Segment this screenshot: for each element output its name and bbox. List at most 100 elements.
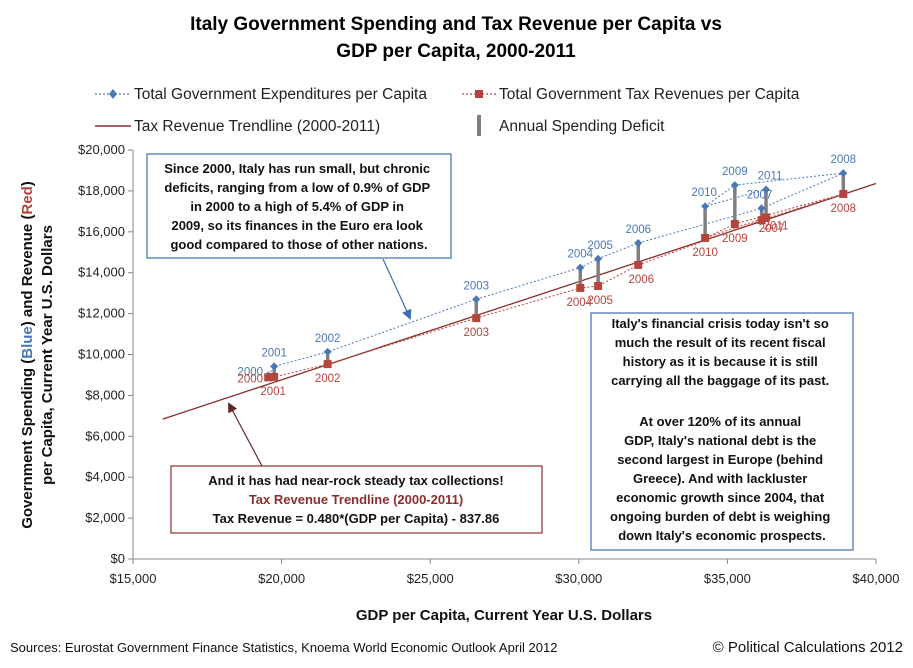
legend-label-deficit: Annual Spending Deficit (499, 118, 665, 135)
revenue-label-2005: 2005 (587, 295, 613, 307)
box2-line1: Italy's financial crisis today isn't so (612, 316, 829, 331)
y-tick-label: $16,000 (78, 224, 125, 239)
box3-line3: Tax Revenue = 0.480*(GDP per Capita) - 8… (213, 511, 500, 526)
legend-item-deficit: Annual Spending Deficit (477, 115, 665, 136)
revenue-point-2005 (594, 281, 603, 290)
revenue-label-2006: 2006 (628, 274, 654, 286)
svg-text:Government Spending (Blue) and: Government Spending (Blue) and Revenue (… (19, 181, 36, 529)
footer-copyright: © Political Calculations 2012 (713, 639, 903, 656)
footer-sources: Sources: Eurostat Government Finance Sta… (10, 640, 557, 655)
revenue-point-2007 (757, 216, 766, 225)
revenue-label-2004: 2004 (566, 297, 592, 309)
expenditure-point-2003 (472, 295, 481, 304)
plot-area: $0 $2,000 $4,000 $6,000 $8,000 $10,000 $12,000… (78, 142, 900, 586)
annotation-box-deficits: Since 2000, Italy has run small, but chr… (146, 153, 452, 320)
box1-arrow (382, 258, 412, 320)
expenditure-label-2001: 2001 (261, 347, 287, 359)
revenue-point-2003 (472, 314, 481, 323)
y-tick-label: $8,000 (85, 387, 125, 402)
tax-revenue-trendline (162, 182, 877, 420)
revenue-point-2006 (634, 260, 643, 269)
x-tick-label: $20,000 (258, 571, 305, 586)
x-tick-label: $40,000 (853, 571, 900, 586)
box2-line6: At over 120% of its annual (639, 414, 801, 429)
revenue-label-2000: 2000 (237, 373, 263, 385)
legend-item-trendline: Tax Revenue Trendline (2000-2011) (95, 118, 380, 135)
y-tick-label: $0 (111, 551, 125, 566)
y-axis-label: Government Spending (Blue) and Revenue (… (19, 181, 56, 529)
revenue-point-2004 (576, 284, 585, 293)
box3-arrow (228, 402, 263, 467)
y-tick-label: $2,000 (85, 510, 125, 525)
box2-line12: down Italy's economic prospects. (618, 528, 826, 543)
revenue-point-2010 (701, 233, 710, 242)
box2-line10: economic growth since 2004, that (616, 490, 825, 505)
box2-line8: second largest in Europe (behind (617, 452, 823, 467)
x-tick-label: $30,000 (555, 571, 602, 586)
legend: Total Government Expenditures per Capita… (95, 86, 800, 136)
box2-line4: carrying all the baggage of its past. (611, 373, 829, 388)
expenditures-line (267, 172, 844, 376)
revenue-point-2011 (762, 213, 771, 222)
revenue-label-2001: 2001 (260, 386, 286, 398)
expenditure-label-2005: 2005 (587, 240, 613, 252)
box2-line3: history as it is because it is still (623, 354, 818, 369)
expenditure-point-2008 (839, 169, 848, 178)
expenditure-label-2003: 2003 (463, 280, 489, 292)
box1-line3: in 2000 to a high of 5.4% of GDP in (190, 199, 404, 214)
legend-item-expenditures: Total Government Expenditures per Capita (95, 86, 427, 103)
y-axis-label-blue: Blue (19, 326, 36, 359)
revenue-point-2000 (264, 373, 273, 382)
expenditure-point-2005 (594, 254, 603, 263)
y-tick-label: $4,000 (85, 469, 125, 484)
expenditure-point-2010 (701, 202, 710, 211)
revenue-label-2011: 2011 (764, 220, 789, 232)
y-tick-label: $6,000 (85, 428, 125, 443)
revenue-label-2003: 2003 (463, 327, 489, 339)
y-axis-label-part5: ) (19, 181, 36, 186)
box1-line2: deficits, ranging from a low of 0.9% of … (164, 180, 430, 195)
markers (264, 169, 848, 382)
trendline-layer (162, 182, 877, 420)
x-axis-ticks: $15,000 $20,000 $25,000 $30,000 $35,000 $40,0… (110, 559, 900, 586)
series-lines (267, 172, 844, 378)
revenues-line (268, 193, 844, 378)
expenditure-label-2008: 2008 (831, 154, 857, 166)
legend-label-trendline: Tax Revenue Trendline (2000-2011) (134, 118, 380, 135)
x-tick-label: $25,000 (407, 571, 454, 586)
expenditure-label-2006: 2006 (625, 224, 651, 236)
x-axis-label: GDP per Capita, Current Year U.S. Dollar… (356, 607, 652, 624)
legend-item-revenues: Total Government Tax Revenues per Capita (462, 86, 800, 103)
expenditure-label-2007: 2007 (747, 189, 773, 201)
y-tick-label: $18,000 (78, 183, 125, 198)
revenue-label-2010: 2010 (692, 247, 718, 259)
expenditure-label-2011: 2011 (758, 170, 783, 182)
y-axis-label-part3: ) and Revenue ( (19, 215, 36, 327)
x-tick-label: $35,000 (704, 571, 751, 586)
box3-line2: Tax Revenue Trendline (2000-2011) (249, 492, 463, 507)
annotation-box-trendline: And it has had near-rock steady tax coll… (170, 402, 543, 534)
y-axis-label-red: Red (19, 186, 36, 214)
box1-line1: Since 2000, Italy has run small, but chr… (164, 161, 430, 176)
revenue-point-2009 (730, 220, 739, 229)
expenditure-label-2004: 2004 (567, 249, 593, 261)
y-tick-label: $10,000 (78, 347, 125, 362)
box1-line4: 2009, so its finances in the Euro era lo… (171, 218, 423, 233)
svg-text:Since 2000, Italy has run smal: Since 2000, Italy has run small, but chr… (164, 161, 434, 252)
box2-line7: GDP, Italy's national debt is the (624, 433, 816, 448)
box2-line11: ongoing burden of debt is weighing (610, 509, 830, 524)
y-tick-label: $20,000 (78, 142, 125, 157)
expenditure-label-2002: 2002 (315, 333, 341, 345)
expenditure-point-2002 (323, 347, 332, 356)
box1-line5: good compared to those of other nations. (170, 237, 427, 252)
revenue-label-2002: 2002 (315, 373, 341, 385)
chart-title-line2: GDP per Capita, 2000-2011 (336, 41, 576, 62)
point-labels: 2000200120022003200420052006200720082009… (237, 154, 856, 398)
box3-line1: And it has had near-rock steady tax coll… (208, 473, 503, 488)
expenditure-point-2007 (757, 204, 766, 213)
box2-line2: much the result of its recent fiscal (615, 335, 826, 350)
box2-line9: Greece). And with lackluster (633, 471, 807, 486)
legend-label-revenues: Total Government Tax Revenues per Capita (499, 86, 800, 103)
expenditure-label-2009: 2009 (722, 166, 748, 178)
y-tick-label: $12,000 (78, 306, 125, 321)
